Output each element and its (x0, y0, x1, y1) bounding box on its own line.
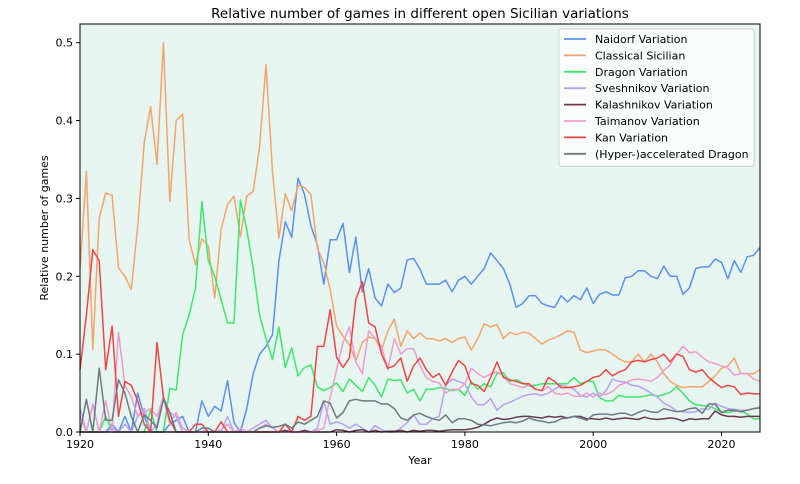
series-line-classical-sicilian (79, 41, 761, 389)
legend-label: Taimanov Variation (594, 115, 700, 128)
series-line-dragon-variation (80, 199, 760, 433)
y-tick-label: 0.1 (56, 348, 74, 361)
series-line-kan-variation (79, 249, 760, 433)
x-tick-label: 2000 (579, 438, 607, 451)
x-tick-label: 1920 (66, 438, 94, 451)
legend-label: Kalashnikov Variation (595, 99, 713, 112)
x-axis-label: Year (407, 454, 432, 467)
legend: Naidorf Variation Classical Sicilian Drago… (558, 28, 755, 167)
legend-label: Sveshnikov Variation (595, 82, 710, 95)
y-tick-label: 0.4 (56, 115, 74, 128)
legend-label: (Hyper-)accelerated Dragon (595, 148, 749, 161)
x-tick-label: 1960 (323, 438, 351, 451)
legend-label: Classical Sicilian (595, 49, 685, 62)
legend-label: Naidorf Variation (595, 33, 687, 46)
legend-box (558, 28, 755, 167)
y-tick-label: 0.2 (56, 270, 74, 283)
y-tick-label: 0.0 (56, 426, 74, 439)
x-tick-label: 1980 (451, 438, 479, 451)
chart-title: Relative number of games in different op… (211, 6, 629, 22)
x-axis: 1920 1940 1960 1980 2000 2020 (66, 432, 736, 451)
x-tick-label: 2020 (708, 438, 736, 451)
x-tick-label: 1940 (194, 438, 222, 451)
y-tick-label: 0.3 (56, 192, 74, 205)
legend-label: Dragon Variation (595, 66, 688, 79)
plot-frame (79, 23, 761, 433)
y-axis-label: Relative number of games (38, 155, 51, 301)
y-axis: 0.0 0.1 0.2 0.3 0.4 0.5 (56, 37, 80, 439)
legend-label: Kan Variation (595, 131, 668, 144)
y-tick-label: 0.5 (56, 37, 74, 50)
